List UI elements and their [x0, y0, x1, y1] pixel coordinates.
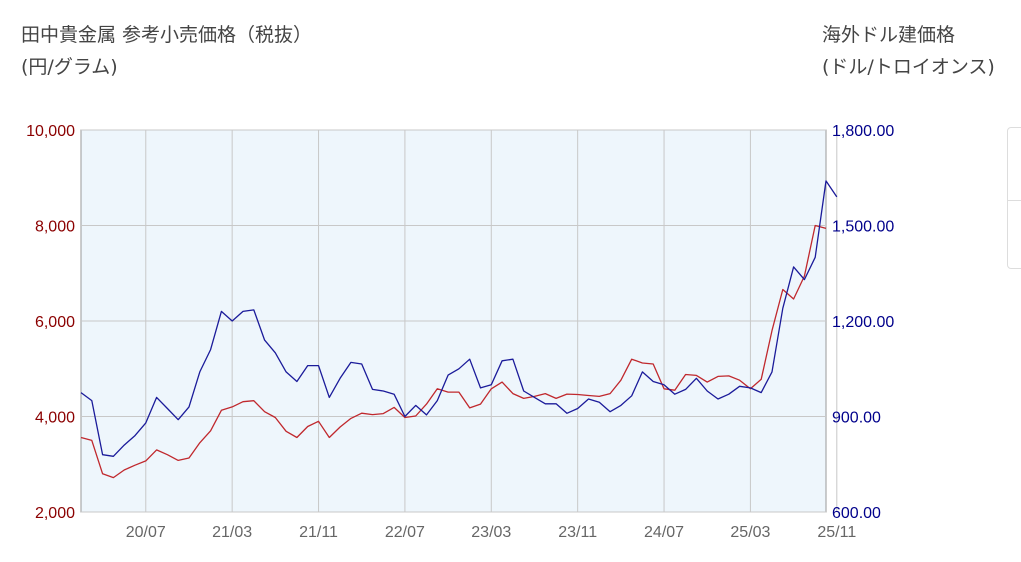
right-tick-label: 1,500.00 [832, 219, 894, 236]
right-tick-label: 1,800.00 [832, 123, 894, 140]
right-tick-label: 900.00 [832, 410, 881, 427]
right-tick-label: 1,200.00 [832, 314, 894, 331]
left-unit-text: (円/グラム) [21, 56, 118, 78]
left-tick-label: 2,000 [35, 505, 75, 522]
right-y-ticks: 600.00 900.00 1,200.00 1,500.00 1,800.00 [832, 123, 894, 522]
right-unit-text: (ドル/トロイオンス) [822, 56, 995, 78]
x-tick-label: 22/07 [385, 524, 425, 541]
x-tick-label: 20/07 [126, 524, 166, 541]
left-tick-label: 4,000 [35, 410, 75, 427]
x-tick-label: 21/11 [299, 524, 338, 541]
series-group [80, 180, 838, 479]
right-title-text: 海外ドル建価格 [822, 24, 956, 46]
series-line-usd [80, 180, 838, 457]
x-tick-label: 23/03 [471, 524, 511, 541]
x-tick-label: 25/03 [730, 524, 770, 541]
right-tick-label: 600.00 [832, 505, 881, 522]
left-tick-label: 8,000 [35, 219, 75, 236]
left-y-ticks: 2,000 4,000 6,000 8,000 10,000 [26, 123, 75, 522]
left-title-text: 田中貴金属 参考小売価格（税抜） [21, 24, 313, 46]
left-tick-label: 10,000 [26, 123, 75, 140]
x-tick-label: 25/11 [817, 524, 856, 541]
left-axis-title: 田中貴金属 参考小売価格（税抜） (円/グラム) [21, 19, 312, 83]
series-line-jpy [80, 224, 827, 479]
x-ticks: 20/07 21/03 21/11 22/07 23/03 23/11 24/07 25/03… [126, 524, 857, 541]
side-panel[interactable] [1007, 127, 1021, 269]
x-tick-label: 23/11 [558, 524, 597, 541]
left-tick-label: 6,000 [35, 314, 75, 331]
x-tick-label: 21/03 [212, 524, 252, 541]
right-axis-title: 海外ドル建価格 (ドル/トロイオンス) [822, 19, 995, 83]
x-tick-label: 24/07 [644, 524, 684, 541]
